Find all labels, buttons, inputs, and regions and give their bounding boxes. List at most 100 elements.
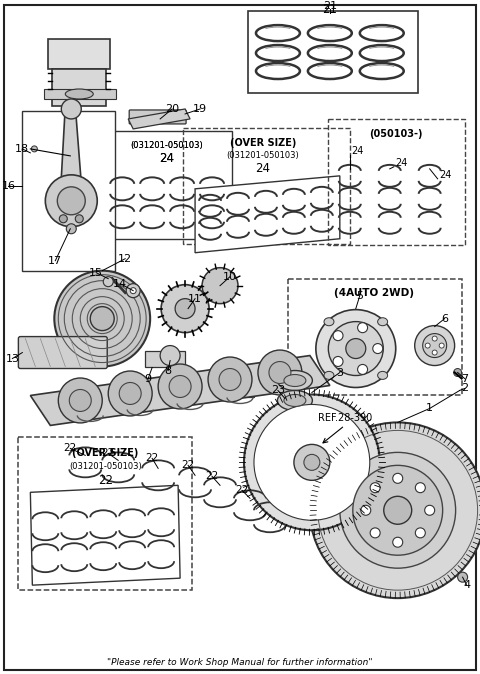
Ellipse shape [378, 371, 388, 379]
Text: 14: 14 [113, 278, 127, 288]
Text: 3: 3 [336, 367, 343, 377]
Polygon shape [44, 89, 116, 99]
Text: (OVER SIZE): (OVER SIZE) [72, 448, 138, 458]
Text: 23: 23 [271, 386, 285, 396]
Text: 17: 17 [48, 255, 62, 266]
Circle shape [161, 284, 209, 332]
Text: (031201-050103): (031201-050103) [227, 152, 300, 160]
Polygon shape [248, 11, 418, 93]
Circle shape [370, 528, 380, 538]
Text: 24: 24 [352, 146, 364, 156]
Polygon shape [4, 5, 476, 670]
Circle shape [425, 343, 430, 348]
Circle shape [54, 271, 150, 367]
Text: 22: 22 [235, 485, 249, 495]
Text: 11: 11 [188, 294, 202, 304]
Circle shape [254, 404, 370, 520]
Polygon shape [30, 356, 330, 425]
Text: 15: 15 [89, 268, 103, 278]
Text: 22: 22 [145, 454, 159, 463]
Circle shape [160, 346, 180, 365]
Circle shape [31, 146, 37, 152]
Circle shape [175, 299, 195, 319]
Text: (OVER SIZE): (OVER SIZE) [230, 138, 296, 148]
Circle shape [66, 224, 76, 234]
Text: 19: 19 [193, 104, 207, 114]
Ellipse shape [108, 371, 152, 416]
Circle shape [169, 375, 191, 398]
Circle shape [370, 483, 380, 493]
Ellipse shape [208, 357, 252, 402]
Circle shape [60, 215, 67, 223]
Polygon shape [52, 69, 106, 106]
Circle shape [333, 331, 343, 340]
Circle shape [353, 465, 443, 555]
Text: 21: 21 [323, 3, 337, 16]
Circle shape [393, 473, 403, 483]
Text: 1: 1 [426, 404, 433, 413]
Ellipse shape [324, 371, 334, 379]
Text: 6: 6 [441, 313, 448, 324]
Text: 22: 22 [102, 448, 115, 458]
Circle shape [219, 369, 241, 390]
Ellipse shape [258, 350, 302, 395]
Text: 16: 16 [1, 181, 15, 191]
Circle shape [432, 336, 437, 341]
Circle shape [415, 326, 455, 365]
Circle shape [358, 365, 368, 375]
Circle shape [244, 394, 380, 530]
Text: 7: 7 [461, 373, 468, 384]
Text: 20: 20 [165, 104, 179, 114]
Text: 12: 12 [118, 253, 132, 264]
Text: 2: 2 [461, 384, 468, 394]
Ellipse shape [277, 371, 312, 390]
Text: (031201-050103): (031201-050103) [131, 142, 204, 150]
Text: 22: 22 [98, 474, 113, 487]
Circle shape [384, 496, 412, 524]
Circle shape [61, 99, 81, 119]
Circle shape [90, 307, 114, 330]
Text: 22: 22 [181, 460, 195, 470]
Ellipse shape [277, 390, 312, 410]
Polygon shape [128, 109, 190, 129]
Ellipse shape [324, 317, 334, 326]
Circle shape [202, 268, 238, 303]
FancyBboxPatch shape [18, 336, 107, 369]
Text: (4AUTO 2WD): (4AUTO 2WD) [334, 288, 414, 298]
Polygon shape [195, 176, 340, 253]
Text: (031201-050103): (031201-050103) [131, 142, 204, 150]
Text: 24: 24 [160, 152, 175, 165]
Text: 5: 5 [356, 290, 363, 301]
Polygon shape [76, 390, 104, 415]
Text: 8: 8 [165, 365, 172, 375]
Ellipse shape [328, 321, 383, 375]
Text: 24: 24 [255, 162, 270, 175]
Polygon shape [60, 106, 82, 203]
Circle shape [75, 215, 83, 223]
Circle shape [415, 528, 425, 538]
Ellipse shape [284, 375, 306, 386]
Circle shape [269, 361, 291, 384]
Text: REF.28-390: REF.28-390 [318, 413, 372, 423]
Text: 10: 10 [223, 272, 237, 282]
Text: 24: 24 [160, 152, 175, 165]
Text: 18: 18 [15, 144, 29, 154]
Text: 22: 22 [205, 471, 219, 481]
Ellipse shape [378, 317, 388, 326]
Circle shape [454, 369, 462, 377]
Ellipse shape [58, 378, 102, 423]
Ellipse shape [284, 394, 306, 406]
FancyBboxPatch shape [129, 110, 186, 124]
Polygon shape [176, 379, 204, 404]
Polygon shape [126, 384, 154, 409]
Circle shape [361, 506, 371, 515]
Circle shape [126, 284, 140, 298]
Polygon shape [30, 485, 180, 585]
Circle shape [294, 444, 330, 481]
Circle shape [304, 454, 320, 470]
Polygon shape [23, 111, 115, 271]
Circle shape [393, 537, 403, 547]
Text: (031201-050103): (031201-050103) [69, 462, 142, 471]
Circle shape [346, 338, 366, 359]
Circle shape [45, 175, 97, 226]
